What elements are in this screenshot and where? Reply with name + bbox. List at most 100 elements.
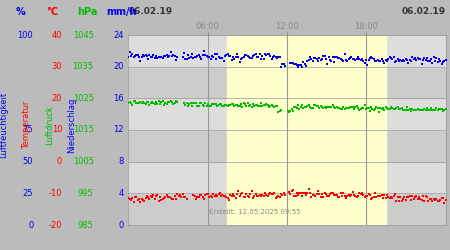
Point <box>317 194 324 198</box>
Point <box>413 194 420 198</box>
Point <box>310 56 318 60</box>
Point <box>320 195 327 199</box>
Point <box>187 56 194 60</box>
Point <box>180 51 188 55</box>
Point <box>348 55 355 59</box>
Point <box>386 196 393 200</box>
Point <box>422 194 429 198</box>
Text: Luftdruck: Luftdruck <box>45 105 54 145</box>
Point <box>182 56 189 60</box>
Point <box>344 194 351 198</box>
Point <box>234 192 241 196</box>
Point <box>309 59 316 63</box>
Point <box>379 106 387 110</box>
Point <box>253 103 261 107</box>
Point <box>407 59 414 63</box>
Point <box>164 56 171 60</box>
Point <box>144 195 152 199</box>
Point <box>236 60 243 64</box>
Point <box>396 108 403 112</box>
Point <box>435 57 442 61</box>
Point <box>202 53 209 57</box>
Point <box>155 99 162 103</box>
Point <box>353 194 360 198</box>
Point <box>312 194 319 198</box>
Point <box>411 195 418 199</box>
Point <box>324 62 331 66</box>
Point <box>125 54 132 58</box>
Point <box>413 58 420 62</box>
Point <box>338 107 346 111</box>
Point <box>419 194 427 198</box>
Point <box>138 197 145 201</box>
Point <box>257 57 265 61</box>
Point <box>255 55 262 59</box>
Point <box>369 106 376 110</box>
Point <box>139 198 146 202</box>
Point <box>223 53 230 57</box>
Point <box>302 105 310 109</box>
Point <box>374 194 382 198</box>
Point <box>417 57 424 61</box>
Point <box>409 107 416 111</box>
Point <box>134 101 141 105</box>
Point <box>256 193 263 197</box>
Point <box>198 101 205 105</box>
Point <box>386 55 393 59</box>
Point <box>255 194 262 198</box>
Point <box>276 109 283 113</box>
Point <box>202 101 209 105</box>
Point <box>353 104 360 108</box>
Point <box>385 196 392 200</box>
Point <box>137 59 144 63</box>
Text: 1025: 1025 <box>72 94 94 103</box>
Point <box>148 100 156 104</box>
Point <box>350 107 357 111</box>
Point <box>192 197 199 201</box>
Point <box>317 58 324 62</box>
Point <box>180 196 188 200</box>
Point <box>230 102 237 106</box>
Point <box>273 195 280 199</box>
Point <box>179 192 186 196</box>
Point <box>298 194 306 198</box>
Point <box>374 58 382 62</box>
Point <box>301 191 308 195</box>
Point <box>421 199 428 203</box>
Point <box>236 194 243 198</box>
Point <box>223 103 230 107</box>
Point <box>267 192 274 196</box>
Point <box>249 196 256 200</box>
Point <box>166 100 173 104</box>
Point <box>305 103 312 107</box>
Point <box>383 193 391 197</box>
Point <box>215 104 222 108</box>
Point <box>398 199 405 203</box>
Text: 50: 50 <box>23 157 33 166</box>
Point <box>285 110 292 114</box>
Bar <box>227 35 386 225</box>
Point <box>242 102 249 106</box>
Point <box>382 58 389 62</box>
Point <box>189 52 196 56</box>
Point <box>216 191 224 195</box>
Point <box>184 54 192 58</box>
Point <box>240 101 248 105</box>
Point <box>379 196 387 200</box>
Point <box>364 63 371 67</box>
Text: 0: 0 <box>118 220 124 230</box>
Point <box>423 106 431 110</box>
Point <box>364 106 371 110</box>
Point <box>159 99 166 103</box>
Point <box>147 56 154 60</box>
Point <box>220 59 227 63</box>
Point <box>195 53 202 57</box>
Point <box>364 194 371 198</box>
Point <box>292 62 299 66</box>
Point <box>432 106 440 110</box>
Point <box>210 192 217 196</box>
Point <box>130 100 137 103</box>
Text: 75: 75 <box>22 126 33 134</box>
Point <box>431 108 438 112</box>
Point <box>144 100 152 104</box>
